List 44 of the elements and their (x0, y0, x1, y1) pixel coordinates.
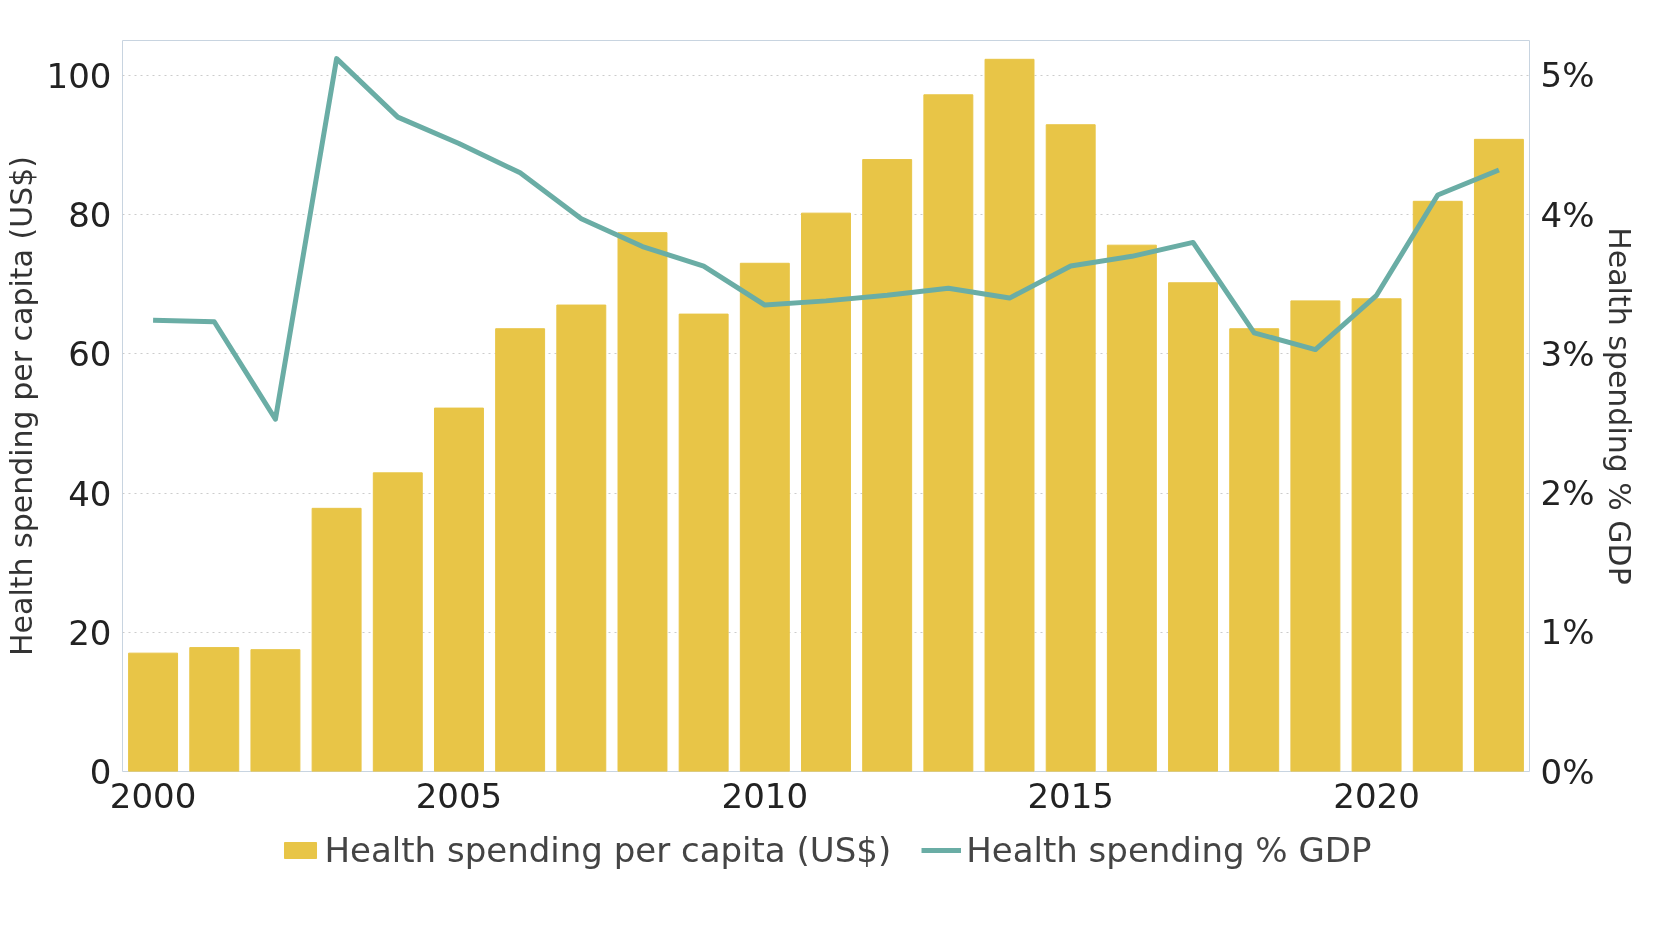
y-tick-label: 60 (68, 334, 112, 375)
bar (311, 507, 362, 772)
bar (862, 159, 913, 772)
bar (739, 262, 790, 772)
bar (495, 328, 546, 772)
y2-tick-label: 0% (1540, 751, 1595, 792)
y-tick-label: 80 (68, 195, 112, 236)
y-tick-label: 40 (68, 473, 112, 514)
y2-tick-label: 3% (1540, 333, 1595, 374)
bar (1045, 124, 1096, 772)
bar (433, 407, 484, 772)
bar (801, 212, 851, 772)
y-tick-label: 0 (89, 752, 112, 792)
bar (1168, 282, 1219, 772)
bar (556, 304, 607, 772)
bar (1106, 244, 1157, 772)
bar (1473, 138, 1524, 772)
bar (372, 472, 423, 772)
bar (128, 652, 179, 772)
y-tick-label: 20 (68, 612, 112, 653)
bar (923, 94, 974, 772)
bar (617, 232, 668, 772)
y2-tick-label: 1% (1540, 612, 1595, 653)
bar (984, 58, 1035, 772)
bar (1412, 200, 1463, 772)
bar (678, 313, 729, 772)
y2-tick-label: 2% (1540, 473, 1595, 514)
y-tick-label: 100 (46, 55, 112, 96)
x-tick-label: 2005 (415, 775, 503, 816)
legend-label: Health spending % GDP (966, 830, 1372, 870)
bar (1290, 300, 1341, 772)
legend-label: Health spending per capita (US$) (324, 830, 892, 870)
x-tick-label: 2010 (721, 775, 809, 816)
y-axis-title: Health spending per capita (US$) (3, 156, 39, 656)
y2-axis-title: Health spending % GDP (1602, 227, 1638, 585)
x-tick-label: 2015 (1027, 775, 1114, 816)
bar (1351, 298, 1402, 772)
x-tick-label: 2020 (1333, 775, 1420, 816)
y2-tick-label: 4% (1540, 194, 1595, 235)
y2-tick-label: 5% (1540, 55, 1595, 96)
x-tick-label: 2000 (109, 775, 197, 816)
bar (1229, 328, 1280, 772)
bar (250, 649, 301, 772)
bar (189, 647, 240, 772)
